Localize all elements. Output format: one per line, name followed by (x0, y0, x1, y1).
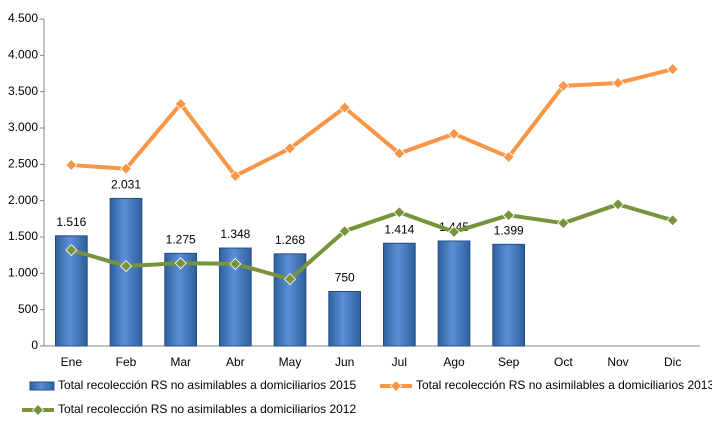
bar (382, 242, 416, 347)
bar (109, 197, 143, 347)
legend-swatch (389, 379, 403, 393)
data-label: 750 (335, 271, 355, 285)
y-tick-label: 4.500 (8, 11, 38, 25)
marker (119, 162, 133, 175)
marker (447, 127, 461, 140)
bar (328, 291, 362, 347)
x-tick-label: Feb (116, 355, 137, 369)
y-tick-label: 2.000 (8, 193, 38, 207)
marker (393, 206, 406, 219)
x-tick-label: Oct (554, 355, 573, 369)
marker (502, 209, 515, 222)
marker (557, 79, 570, 92)
marker (666, 214, 679, 227)
marker (283, 142, 297, 155)
y-tick-label: 0 (31, 338, 38, 352)
y-tick-label: 1.000 (8, 266, 38, 280)
x-tick-label: Jul (392, 355, 407, 369)
legend-label: Total recolección RS no asimilables a do… (58, 378, 356, 392)
y-tick-label: 3.500 (8, 84, 38, 98)
y-tick-label: 2.500 (8, 157, 38, 171)
marker (611, 198, 625, 211)
x-tick-label: Sep (498, 355, 520, 369)
data-label: 1.275 (166, 233, 196, 247)
marker (338, 101, 351, 114)
marker (65, 244, 78, 257)
x-tick-label: Ene (61, 355, 83, 369)
marker (338, 225, 351, 238)
line (70, 202, 674, 282)
x-tick-label: Nov (607, 355, 628, 369)
marker (229, 169, 242, 183)
marker (174, 257, 187, 270)
marker (666, 63, 679, 76)
x-tick-label: Ago (443, 355, 465, 369)
y-tick-label: 1.500 (8, 229, 38, 243)
x-tick-label: Mar (170, 355, 191, 369)
legend-label: Total recolección RS no asimilables a do… (416, 378, 712, 392)
marker (174, 97, 187, 111)
x-tick-label: Abr (226, 355, 245, 369)
marker (283, 273, 297, 286)
marker (393, 147, 406, 160)
legend-swatch (29, 381, 55, 391)
marker (119, 260, 133, 273)
x-tick-label: May (279, 355, 302, 369)
y-tick-label: 3.000 (8, 120, 38, 134)
marker (611, 76, 625, 90)
data-label: 2.031 (111, 178, 141, 192)
data-label: 1.516 (56, 215, 86, 229)
marker (502, 151, 515, 164)
data-label: 1.268 (275, 233, 305, 247)
bar (492, 243, 526, 347)
data-label: 1.399 (494, 224, 524, 238)
marker (229, 257, 242, 270)
x-tick-label: Dic (664, 355, 681, 369)
data-label: 1.414 (384, 222, 414, 236)
marker (447, 225, 461, 238)
y-tick-label: 500 (18, 302, 38, 316)
y-tick-label: 4.000 (8, 48, 38, 62)
data-label: 1.348 (220, 227, 250, 241)
legend-swatch (31, 403, 45, 417)
marker (65, 158, 78, 172)
x-tick-label: Jun (335, 355, 354, 369)
line (71, 67, 674, 178)
marker (557, 217, 570, 230)
legend-label: Total recolección RS no asimilables a do… (58, 402, 356, 416)
bar (437, 240, 471, 347)
